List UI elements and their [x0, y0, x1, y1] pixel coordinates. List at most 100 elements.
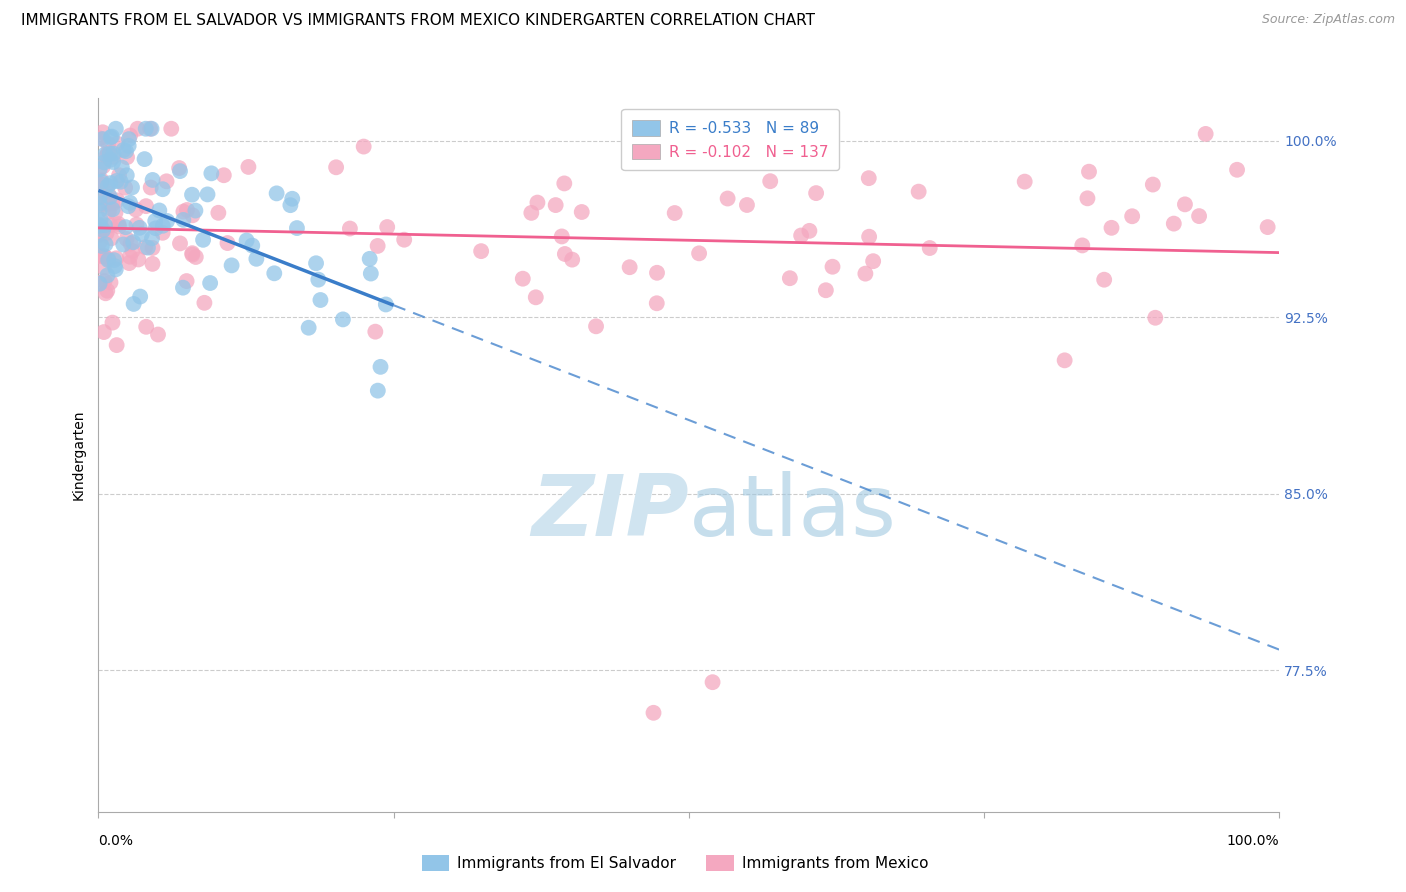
Point — [285, 221, 308, 235]
Point — [90, 218, 112, 232]
Legend: Immigrants from El Salvador, Immigrants from Mexico: Immigrants from El Salvador, Immigrants … — [416, 849, 934, 877]
Point — [125, 218, 148, 232]
Point — [735, 198, 758, 212]
Point — [1257, 220, 1279, 235]
Point — [114, 180, 136, 194]
Point — [221, 259, 243, 273]
Point — [862, 254, 884, 268]
Point — [115, 232, 138, 246]
Point — [96, 268, 118, 283]
Point — [143, 214, 166, 228]
Point — [148, 203, 170, 218]
Point — [1014, 175, 1036, 189]
Point — [152, 226, 174, 240]
Point — [91, 249, 114, 263]
Point — [375, 220, 398, 235]
Point — [91, 132, 114, 146]
Point — [91, 178, 114, 192]
Point — [907, 185, 929, 199]
Point — [145, 221, 167, 235]
Point — [112, 237, 135, 252]
Point — [105, 252, 128, 266]
Point — [367, 239, 389, 253]
Point — [853, 267, 876, 281]
Point — [90, 173, 112, 187]
Point — [139, 121, 162, 136]
Text: IMMIGRANTS FROM EL SALVADOR VS IMMIGRANTS FROM MEXICO KINDERGARTEN CORRELATION C: IMMIGRANTS FROM EL SALVADOR VS IMMIGRANT… — [21, 13, 815, 29]
Point — [93, 155, 115, 169]
Point — [104, 121, 127, 136]
Point — [799, 224, 821, 238]
Point — [127, 121, 149, 136]
Point — [370, 359, 392, 374]
Point — [551, 229, 574, 244]
Point — [97, 192, 120, 206]
Point — [664, 206, 686, 220]
Point — [1144, 310, 1167, 325]
Point — [97, 252, 120, 266]
Point — [94, 190, 117, 204]
Point — [110, 175, 132, 189]
Point — [104, 206, 127, 220]
Point — [118, 195, 141, 210]
Point — [100, 276, 122, 290]
Point — [115, 144, 138, 158]
Point — [94, 147, 117, 161]
Point — [176, 202, 198, 217]
Point — [90, 212, 112, 227]
Point — [156, 214, 179, 228]
Point — [374, 297, 396, 311]
Point — [112, 143, 135, 157]
Point — [89, 235, 111, 249]
Point — [93, 260, 115, 275]
Point — [526, 195, 548, 210]
Text: 100.0%: 100.0% — [1227, 834, 1279, 848]
Point — [115, 169, 138, 183]
Point — [100, 153, 122, 167]
Point — [181, 246, 204, 260]
Point — [790, 228, 813, 243]
Point — [96, 226, 118, 240]
Point — [470, 244, 492, 259]
Point — [212, 168, 235, 182]
Point — [96, 149, 118, 163]
Y-axis label: Kindergarten: Kindergarten — [72, 409, 86, 500]
Point — [759, 174, 782, 188]
Point — [191, 233, 214, 247]
Point — [89, 227, 111, 242]
Point — [91, 125, 114, 139]
Point — [135, 121, 157, 136]
Point — [120, 128, 142, 143]
Point — [117, 199, 139, 213]
Point — [512, 271, 534, 285]
Point — [101, 129, 124, 144]
Point — [235, 234, 257, 248]
Point — [155, 174, 177, 188]
Point — [364, 325, 387, 339]
Point — [108, 168, 131, 182]
Point — [91, 160, 114, 174]
Point — [858, 229, 880, 244]
Point — [103, 146, 125, 161]
Point — [107, 217, 129, 231]
Point — [128, 220, 150, 235]
Point — [101, 155, 124, 169]
Point — [146, 327, 169, 342]
Point — [217, 235, 239, 250]
Point — [94, 219, 117, 233]
Point — [142, 173, 165, 187]
Point — [1121, 209, 1143, 223]
Point — [858, 171, 880, 186]
Point — [94, 286, 117, 301]
Point — [97, 197, 120, 211]
Point — [135, 319, 157, 334]
Point — [152, 219, 174, 233]
Point — [167, 161, 190, 175]
Point — [135, 199, 157, 213]
Point — [101, 202, 124, 217]
Point — [121, 180, 143, 194]
Point — [619, 260, 641, 275]
Point — [89, 131, 111, 145]
Point — [1163, 217, 1185, 231]
Point — [122, 297, 145, 311]
